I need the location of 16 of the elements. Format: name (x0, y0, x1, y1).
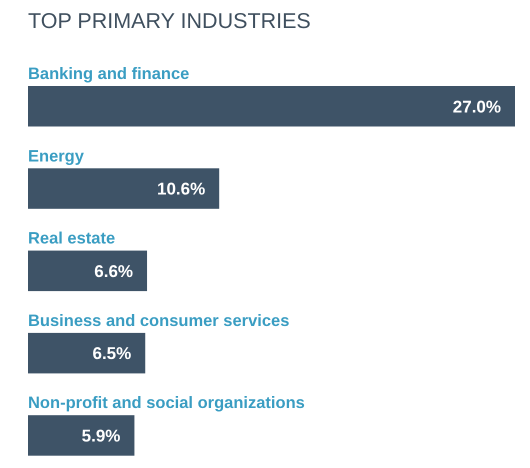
y-tick-label: Business and consumer services (28, 312, 290, 330)
bar (28, 168, 220, 209)
bar (28, 86, 515, 126)
y-tick-label: Banking and finance (28, 65, 190, 83)
y-tick-label: Energy (28, 147, 85, 166)
data-label: 6.6% (94, 262, 134, 281)
chart-title: TOP PRIMARY INDUSTRIES (28, 9, 311, 33)
bar (28, 415, 134, 456)
bar (28, 250, 148, 292)
data-label: 10.6% (156, 180, 206, 199)
y-tick-label: Real estate (28, 230, 116, 248)
data-label: 6.5% (92, 344, 132, 364)
data-label: 27.0% (452, 97, 501, 116)
y-tick-label: Non-profit and social organizations (28, 394, 305, 412)
data-label: 5.9% (82, 426, 120, 446)
bar (28, 332, 146, 374)
